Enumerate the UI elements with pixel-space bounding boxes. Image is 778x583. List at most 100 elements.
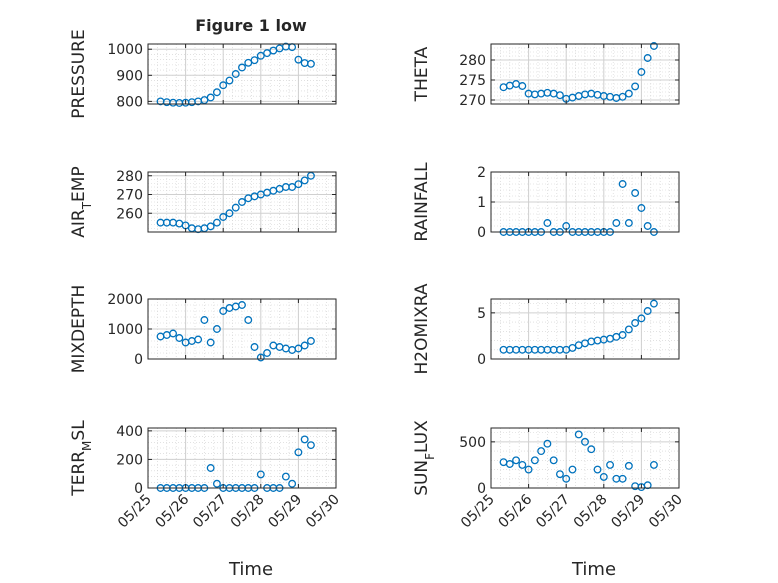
- panel-3-point: [300, 176, 309, 185]
- panel-5-point: [219, 307, 228, 315]
- panel-1-point: [206, 93, 215, 102]
- panel-2-point: [649, 42, 658, 50]
- panel-5-point: [256, 353, 265, 362]
- panel-6-point: [568, 343, 577, 352]
- panel-7-y-tick-label: 200: [116, 452, 143, 468]
- panel-3-point: [212, 218, 221, 227]
- panel-4-y-tick-label: 1: [477, 195, 486, 211]
- panel-7-x-tick-label: 05/26: [153, 491, 193, 531]
- panel-5-y-axis-label: MIXDEPTH: [69, 285, 89, 374]
- panel-8-point: [530, 456, 539, 465]
- panel-5-point: [263, 349, 272, 357]
- panel-4-point: [543, 219, 552, 227]
- panel-1-point: [256, 51, 265, 60]
- panel-8-x-tick-label: 05/27: [533, 492, 573, 532]
- panel-3-y-tick-label: 280: [116, 169, 143, 185]
- panel-3-point: [219, 213, 228, 221]
- panel-6-point: [624, 325, 633, 334]
- panel-8-x-tick-label: 05/26: [496, 491, 536, 531]
- panel-8-y-tick-label: 500: [459, 435, 486, 451]
- panel-6-y-tick-label: 5: [477, 306, 486, 322]
- panel-4-point: [624, 219, 633, 227]
- panel-1-point: [294, 55, 303, 64]
- panel-1-point: [212, 88, 221, 97]
- panel-5-point: [300, 341, 309, 350]
- panel-7-point: [212, 479, 221, 488]
- panel-7-axes-frame: [147, 427, 337, 489]
- panel-1-point: [250, 56, 259, 65]
- panel-8-point: [505, 460, 514, 468]
- panel-8-point: [568, 465, 577, 474]
- panel-8-axes-frame: [490, 427, 680, 489]
- panel-6-point: [618, 331, 627, 339]
- panel-5-point: [194, 335, 203, 344]
- panel-7-point: [256, 470, 265, 479]
- panel-2-point: [624, 89, 633, 98]
- panel-8-point: [562, 474, 571, 483]
- panel-8-point: [587, 445, 596, 454]
- panel-8-y-axis-label: SUNFLUX: [412, 420, 437, 496]
- panel-1-y-tick-label: 1000: [107, 42, 143, 58]
- panel-7-x-tick-label: 05/25: [115, 492, 155, 532]
- x-axis-label-right: Time: [571, 559, 616, 580]
- panel-1-point: [231, 70, 240, 78]
- panel-2-y-tick-label: 280: [459, 53, 486, 69]
- panel-8-x-tick-label: 05/30: [646, 492, 686, 532]
- panel-3-point: [225, 209, 234, 218]
- panel-1-y-tick-label: 800: [116, 94, 143, 110]
- panel-2-point: [631, 82, 640, 91]
- panel-1-point: [306, 59, 315, 68]
- panel-3-axes-frame: [147, 171, 337, 233]
- panel-5-point: [244, 316, 253, 324]
- panel-4-point: [631, 189, 640, 197]
- panel-8-point: [599, 472, 608, 481]
- panel-5-point: [306, 337, 315, 345]
- panel-7-x-tick-label: 05/27: [190, 492, 230, 532]
- panel-6-point: [643, 307, 652, 315]
- panel-4-y-tick-label: 2: [477, 165, 486, 181]
- panel-7-y-tick-label: 400: [116, 424, 143, 440]
- panel-3-y-tick-label: 260: [116, 206, 143, 222]
- panel-5-point: [238, 301, 246, 309]
- panel-2-point: [637, 68, 646, 76]
- panel-2-point: [518, 82, 527, 90]
- panel-3-point: [206, 222, 215, 231]
- panel-2-point: [643, 54, 652, 62]
- panel-7-x-tick-label: 05/28: [228, 492, 268, 532]
- panel-5-point: [212, 325, 221, 333]
- panel-7-y-tick-label: 0: [134, 481, 143, 497]
- panel-3-y-axis-label: AIRTEMP: [69, 166, 94, 237]
- panel-8-point: [649, 460, 658, 469]
- panel-2-axes-frame: [490, 43, 680, 105]
- panel-8-point: [549, 456, 558, 465]
- panel-2-point: [555, 91, 564, 100]
- panel-8-point: [618, 474, 627, 483]
- panel-8-point: [581, 437, 589, 446]
- panel-1-y-tick-label: 900: [116, 68, 143, 84]
- panel-5-y-tick-label: 2000: [107, 292, 143, 308]
- panel-2-point: [618, 92, 627, 101]
- panel-4-point: [637, 204, 646, 212]
- panel-7-point: [206, 464, 215, 472]
- panel-3-y-tick-label: 270: [116, 188, 143, 204]
- panel-5-point: [175, 334, 184, 342]
- panel-6-point: [631, 319, 640, 327]
- panel-7-y-axis-label: TERRMSL: [69, 420, 94, 497]
- panel-2-y-axis-label: THETA: [412, 46, 432, 102]
- panel-8-point: [512, 456, 521, 465]
- panel-5-point: [206, 338, 215, 347]
- panel-7-x-tick-label: 05/29: [265, 492, 305, 532]
- panel-4-point: [618, 180, 627, 188]
- panel-1-point: [244, 58, 253, 67]
- panel-6-y-tick-label: 0: [477, 352, 486, 368]
- panel-7-x-tick-label: 05/30: [303, 492, 343, 532]
- panel-3-point: [238, 198, 246, 206]
- panel-8-y-tick-label: 0: [477, 481, 486, 497]
- panel-2-y-tick-label: 270: [459, 93, 486, 109]
- panel-4-point: [612, 219, 621, 227]
- panel-1-point: [238, 63, 246, 72]
- panel-8-point: [593, 465, 602, 474]
- panel-1-point: [263, 49, 272, 58]
